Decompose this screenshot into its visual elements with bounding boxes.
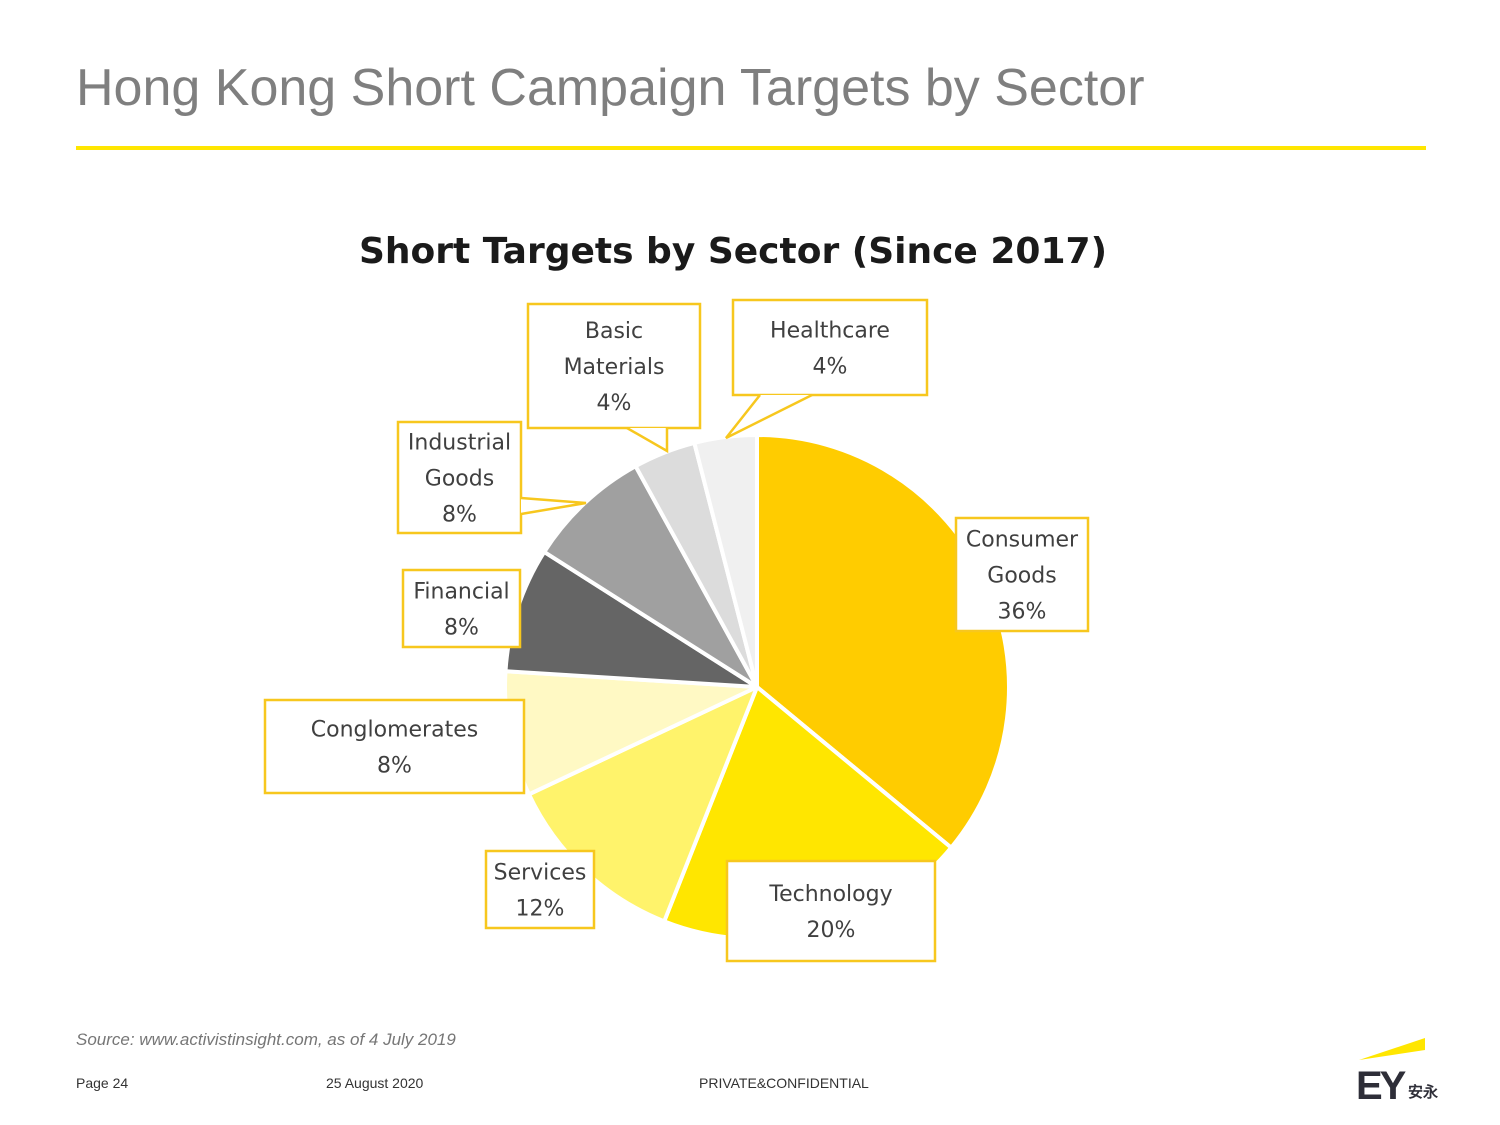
data-label-box (526, 302, 702, 430)
data-label-pointer (725, 393, 813, 440)
data-label-box (401, 568, 522, 649)
footer-confidentiality: PRIVATE&CONFIDENTIAL (699, 1075, 869, 1091)
data-label-industrial-goods: Industrial Goods 8% (396, 420, 587, 535)
data-label-financial: Financial 8% (401, 568, 522, 649)
slide-title: Hong Kong Short Campaign Targets by Sect… (76, 59, 1145, 117)
data-label-services: Services 12% (484, 849, 596, 930)
data-label-value: 8% (377, 754, 412, 779)
data-label-box (725, 859, 937, 963)
data-label-category: Industrial (408, 431, 511, 456)
data-label-category: Healthcare (770, 319, 890, 344)
data-label-value: 36% (998, 600, 1047, 625)
data-label-value: 8% (444, 616, 479, 641)
data-label-category: Consumer (966, 528, 1079, 553)
data-label-conglomerates: Conglomerates 8% (263, 698, 526, 795)
data-label-category: Technology (768, 882, 892, 907)
ey-wordmark: EY (1356, 1064, 1406, 1108)
data-label-basic-materials: Basic Materials 4% (526, 302, 702, 454)
data-label-value: 12% (516, 897, 565, 922)
footer-page-number: Page 24 (76, 1075, 129, 1091)
data-label-pointer (626, 426, 669, 454)
data-label-healthcare: Healthcare 4% (725, 298, 929, 440)
ey-wordmark-cn: 安永 (1408, 1083, 1439, 1101)
data-label-category: Services (494, 861, 587, 886)
data-label-category: Conglomerates (311, 718, 478, 743)
ey-logo: EY 安永 (1355, 1036, 1445, 1110)
data-label-consumer-goods: Consumer Goods 36% (954, 516, 1090, 633)
data-label-value: 20% (807, 918, 856, 943)
data-label-category: Goods (425, 467, 494, 492)
data-label-box (731, 298, 929, 397)
pie-chart: Short Targets by Sector (Since 2017) Con… (263, 231, 1107, 963)
data-label-category: Basic (585, 319, 643, 344)
source-note: Source: www.activistinsight.com, as of 4… (76, 1030, 456, 1049)
data-label-value: 4% (813, 355, 848, 380)
data-label-category: Goods (987, 564, 1056, 589)
ey-beam-icon (1359, 1038, 1425, 1060)
slice-labels: Consumer Goods 36% Technology 20% Services 12%… (263, 298, 1090, 963)
data-label-value: 8% (442, 503, 477, 528)
chart-title: Short Targets by Sector (Since 2017) (359, 231, 1107, 272)
data-label-category: Financial (413, 580, 509, 605)
data-label-box (484, 849, 596, 930)
title-divider (76, 146, 1426, 150)
data-label-category: Materials (564, 355, 665, 380)
data-label-box (396, 420, 523, 535)
data-label-pointer (520, 496, 587, 516)
footer-date: 25 August 2020 (326, 1075, 424, 1091)
data-label-technology: Technology 20% (725, 859, 937, 963)
data-label-box (263, 698, 526, 795)
data-label-value: 4% (597, 391, 632, 416)
data-label-box (954, 516, 1090, 633)
